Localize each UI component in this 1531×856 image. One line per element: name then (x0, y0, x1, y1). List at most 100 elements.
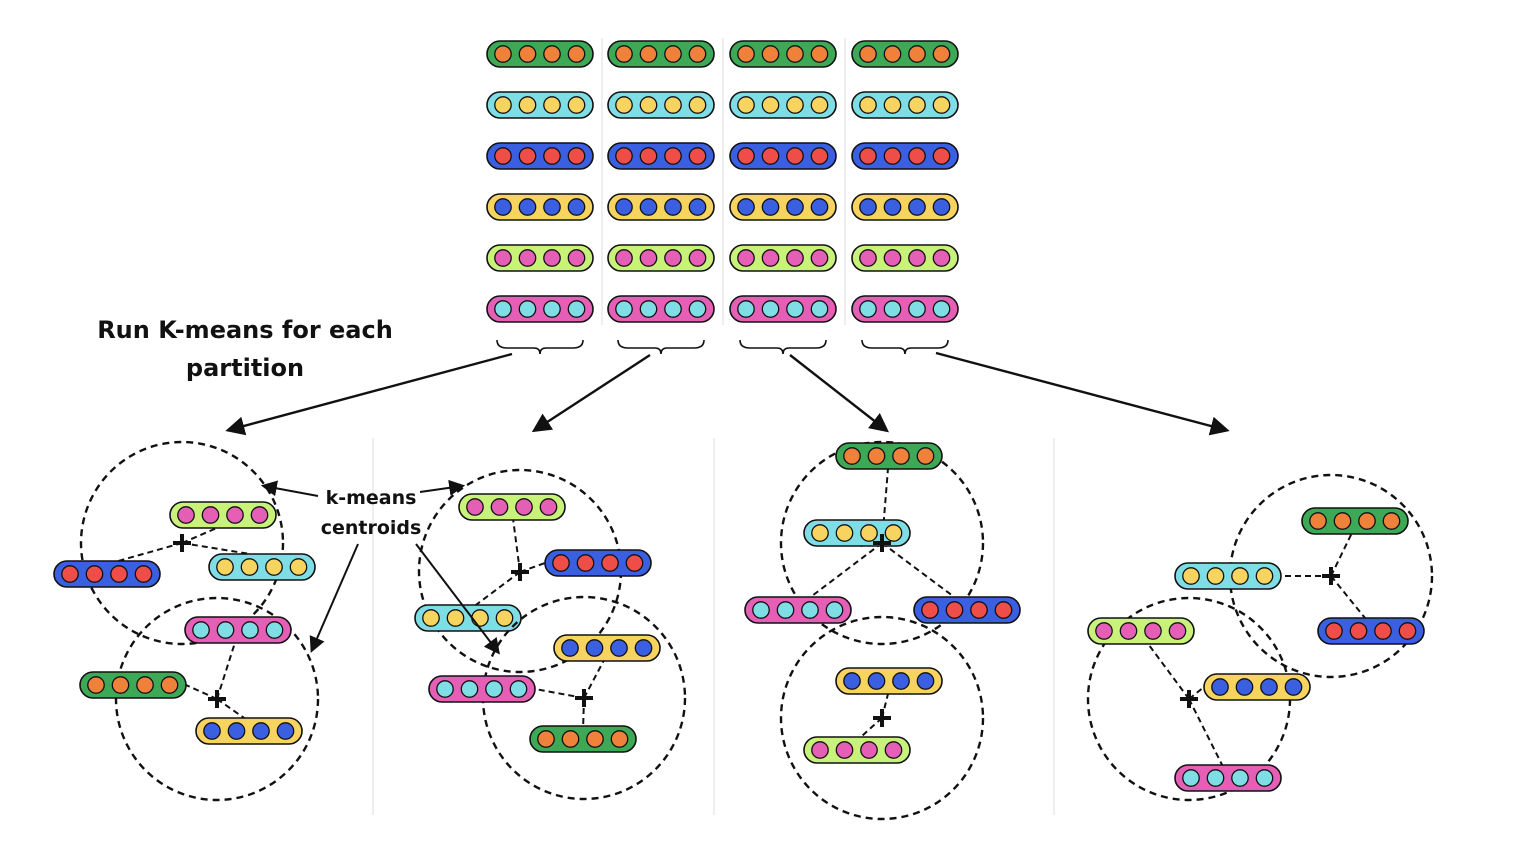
vector-bar (851, 142, 959, 170)
vector-dot (801, 601, 819, 619)
vector-dot (786, 96, 804, 114)
vector-dot (908, 45, 926, 63)
vector-bar (835, 667, 943, 695)
vector-bar (486, 295, 594, 323)
vector-dot (576, 554, 595, 572)
vector-dot (436, 680, 454, 698)
centroid-link (181, 527, 218, 544)
vector-dot (289, 558, 308, 576)
vector-dot (761, 96, 780, 114)
vector-dot (518, 147, 537, 165)
vector-dot (867, 447, 886, 465)
vector-dot (664, 147, 682, 165)
cluster-panels (53, 440, 1434, 821)
partition-arrow-3 (789, 354, 890, 433)
vector-dot (761, 147, 780, 165)
vector-dot (970, 601, 988, 619)
cluster-boundary (79, 440, 285, 646)
grid-vector-p4-r4 (851, 193, 959, 221)
vector-bar (486, 244, 594, 272)
vector-dot (567, 147, 586, 165)
vector-dot (688, 249, 707, 267)
member-vector-pink (428, 675, 536, 703)
vector-dot (811, 524, 829, 542)
grid-vector-p2-r2 (607, 91, 715, 119)
vector-dot (1284, 678, 1303, 696)
member-vector-green (835, 442, 943, 470)
vector-dot (1182, 769, 1200, 787)
cluster-panel-1 (53, 440, 320, 802)
vector-dot (908, 300, 926, 318)
vector-dot (1398, 622, 1417, 640)
member-vector-blue (53, 560, 161, 588)
vector-dot (567, 198, 586, 216)
vector-dot (111, 676, 130, 694)
vector-dot (884, 741, 903, 759)
centroid-link (185, 684, 218, 700)
member-vector-lime (803, 736, 911, 764)
vector-bar (486, 91, 594, 119)
vector-bar (913, 596, 1021, 624)
vector-dot (810, 96, 829, 114)
vector-dot (1211, 678, 1229, 696)
vector-dot (776, 601, 795, 619)
vector-dot (518, 96, 537, 114)
member-vector-yellow (1203, 673, 1311, 701)
vector-dot (226, 506, 244, 524)
vector-dot (567, 249, 586, 267)
vector-dot (1309, 512, 1327, 530)
vector-dot (664, 300, 682, 318)
vector-dot (761, 198, 780, 216)
vector-dot (688, 96, 707, 114)
vector-dot (1255, 567, 1274, 585)
vector-dot (494, 300, 512, 318)
vector-grid (486, 40, 959, 323)
vector-dot (610, 639, 628, 657)
vector-dot (883, 45, 902, 63)
vector-bar (851, 40, 959, 68)
vector-dot (460, 680, 479, 698)
vector-dot (471, 609, 489, 627)
vector-dot (835, 741, 854, 759)
vector-dot (892, 672, 910, 690)
vector-dot (539, 498, 558, 516)
vector-bar (803, 736, 911, 764)
centroids-label-line-1: k-means (326, 487, 417, 509)
vector-dot (543, 147, 561, 165)
vector-bar (486, 40, 594, 68)
vector-bar (79, 671, 187, 699)
grid-vector-p4-r5 (851, 244, 959, 272)
vector-dot (859, 300, 877, 318)
partition-arrows (225, 351, 1230, 436)
vector-dot (201, 506, 220, 524)
vector-dot (601, 554, 619, 572)
centroid-link (181, 542, 251, 555)
cluster-2-1 (414, 468, 652, 674)
centroid-plus-icon (575, 689, 593, 707)
vector-dot (859, 96, 877, 114)
grid-vector-p4-r6 (851, 295, 959, 323)
vector-bar (729, 193, 837, 221)
vector-dot (932, 198, 951, 216)
vector-dot (664, 96, 682, 114)
vector-dot (752, 601, 770, 619)
vector-dot (1095, 622, 1113, 640)
vector-bar (1203, 673, 1311, 701)
vector-dot (615, 96, 633, 114)
vector-dot (586, 730, 604, 748)
vector-dot (786, 147, 804, 165)
vector-bar (729, 244, 837, 272)
vector-dot (810, 249, 829, 267)
grid-vector-p1-r3 (486, 142, 594, 170)
heading-line-1: Run K-means for each (97, 316, 393, 344)
vector-dot (177, 506, 195, 524)
centroid-link (860, 717, 883, 738)
vector-dot (543, 249, 561, 267)
cluster-1-2 (79, 596, 320, 802)
vector-dot (515, 498, 533, 516)
vector-dot (634, 639, 653, 657)
grid-vector-p3-r4 (729, 193, 837, 221)
vector-dot (908, 96, 926, 114)
centroid-pointer-arrow-2 (419, 479, 466, 496)
vector-dot (1231, 769, 1249, 787)
